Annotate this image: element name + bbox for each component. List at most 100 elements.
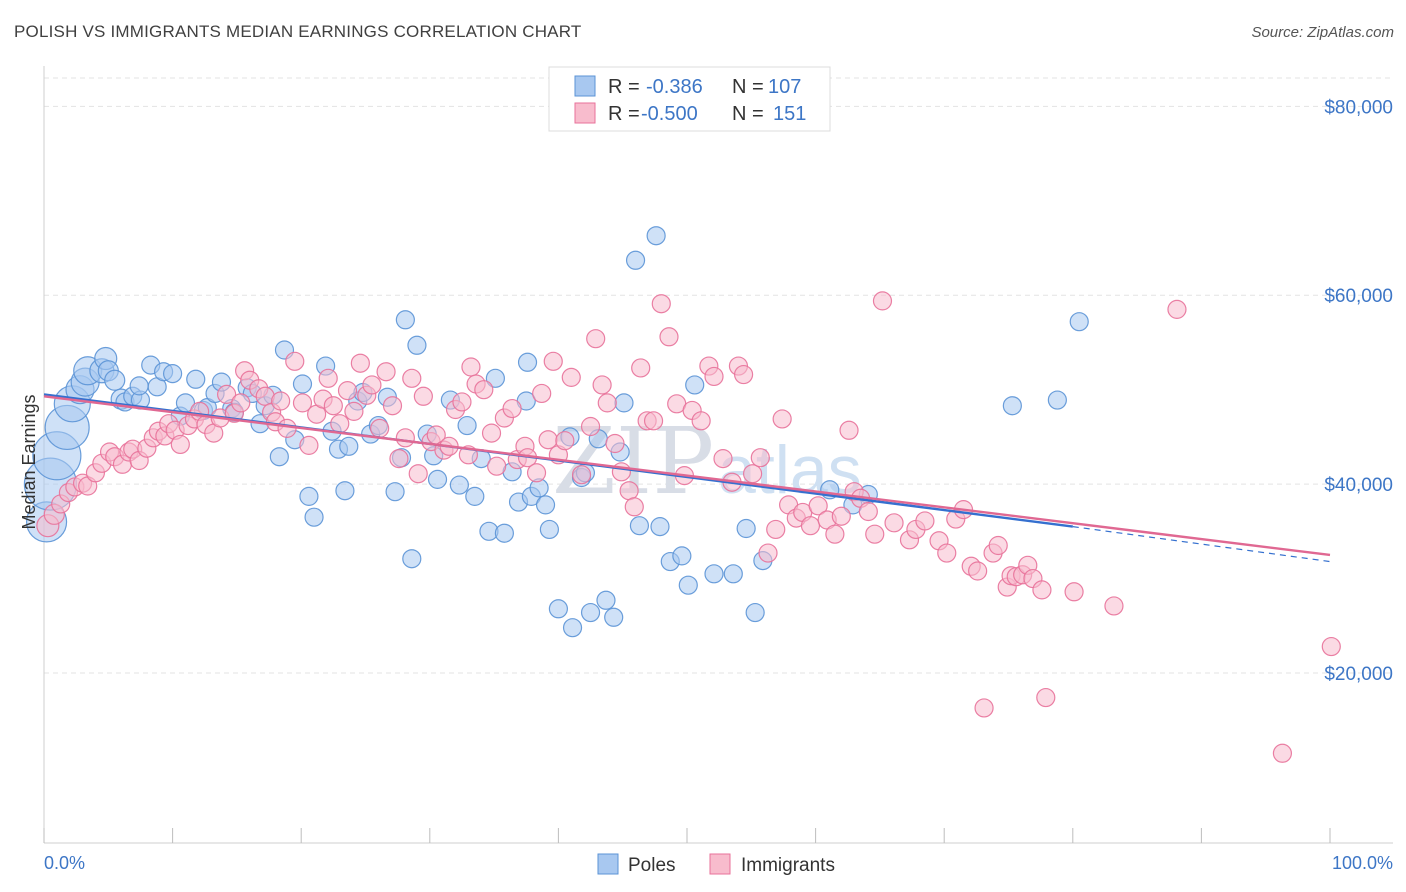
chart-title: POLISH VS IMMIGRANTS MEDIAN EARNINGS COR… xyxy=(14,22,582,41)
poles-point-11 xyxy=(104,369,126,391)
immigrants-point-92 xyxy=(624,497,644,517)
poles-point-94 xyxy=(704,564,724,584)
poles-point-38 xyxy=(292,374,313,394)
immigrants-point-79 xyxy=(538,430,558,450)
legend-n-value-1: 151 xyxy=(773,103,806,125)
immigrants-point-149 xyxy=(1104,596,1124,616)
immigrants-point-104 xyxy=(713,449,733,469)
immigrants-point-136 xyxy=(968,561,988,581)
x-tick-label-max: 100.0% xyxy=(1332,853,1393,873)
immigrants-point-73 xyxy=(502,398,522,419)
immigrants-point-111 xyxy=(766,519,786,540)
legend-box: R = -0.386 N = 107 R = -0.500 N = 151 xyxy=(548,66,831,132)
poles-point-73 xyxy=(535,495,556,515)
legend-r-value-1: -0.500 xyxy=(641,103,698,125)
bottom-legend-swatch-poles xyxy=(597,853,619,875)
poles-point-58 xyxy=(427,469,448,489)
immigrants-point-30 xyxy=(231,393,251,413)
immigrants-point-125 xyxy=(865,524,885,544)
immigrants-point-70 xyxy=(481,423,502,443)
poles-trend-extension xyxy=(1072,526,1331,563)
immigrants-point-146 xyxy=(1032,580,1052,600)
y-tick-label-1: $40,000 xyxy=(1324,475,1393,496)
immigrants-point-39 xyxy=(285,351,305,371)
poles-point-39 xyxy=(299,486,319,506)
immigrants-point-82 xyxy=(555,431,575,451)
poles-point-89 xyxy=(650,517,670,537)
immigrants-point-84 xyxy=(571,465,592,485)
poles-point-66 xyxy=(494,523,514,543)
immigrants-point-38 xyxy=(277,418,297,438)
poles-point-88 xyxy=(646,226,666,246)
poles-point-103 xyxy=(1047,390,1067,410)
immigrants-point-85 xyxy=(580,416,601,437)
poles-point-70 xyxy=(517,352,538,372)
immigrants-point-21 xyxy=(170,434,190,455)
poles-point-92 xyxy=(678,575,698,595)
y-tick-label-2: $60,000 xyxy=(1324,286,1393,307)
immigrants-point-41 xyxy=(299,435,319,455)
immigrants-point-53 xyxy=(376,362,396,382)
x-tick-label-min: 0.0% xyxy=(44,853,85,873)
immigrants-point-47 xyxy=(337,381,358,401)
legend-n-label-1: N = xyxy=(732,103,764,125)
poles-point-97 xyxy=(745,602,765,623)
poles-point-96 xyxy=(736,518,756,539)
legend-swatch-immigrants xyxy=(574,102,596,124)
immigrants-point-80 xyxy=(543,351,563,371)
poles-point-20 xyxy=(163,364,183,384)
immigrants-point-86 xyxy=(586,329,606,349)
immigrants-point-121 xyxy=(839,420,859,440)
poles-point-35 xyxy=(269,447,289,467)
immigrants-point-124 xyxy=(858,501,878,522)
immigrants-point-57 xyxy=(402,368,422,388)
poles-point-40 xyxy=(304,507,324,527)
poles-point-87 xyxy=(629,516,650,536)
poles-point-53 xyxy=(395,310,415,330)
immigrants-point-107 xyxy=(733,364,754,385)
poles-point-104 xyxy=(1069,312,1089,332)
immigrants-point-46 xyxy=(330,414,350,434)
immigrants-point-103 xyxy=(704,366,724,387)
legend-r-label-1: R = xyxy=(608,103,640,125)
immigrants-point-54 xyxy=(382,396,403,416)
immigrants-point-126 xyxy=(872,291,893,311)
immigrants-point-69 xyxy=(474,380,494,400)
poles-point-60 xyxy=(449,475,469,495)
immigrants-point-120 xyxy=(831,506,851,526)
immigrants-point-49 xyxy=(350,353,370,373)
legend-r-value-0: -0.386 xyxy=(646,76,703,98)
poles-point-51 xyxy=(385,482,405,502)
bottom-legend-label-poles: Poles xyxy=(628,855,676,876)
immigrants-point-59 xyxy=(413,386,433,406)
immigrants-point-89 xyxy=(605,433,625,454)
poles-point-55 xyxy=(407,335,427,355)
poles-point-74 xyxy=(539,519,559,540)
immigrants-point-91 xyxy=(619,481,639,501)
immigrants-point-65 xyxy=(452,392,472,412)
immigrants-point-97 xyxy=(659,327,679,347)
poles-point-16 xyxy=(129,376,149,396)
immigrants-point-55 xyxy=(389,449,409,469)
immigrants-point-67 xyxy=(461,357,481,377)
immigrants-point-132 xyxy=(937,543,957,563)
immigrants-point-58 xyxy=(408,464,428,484)
immigrants-point-51 xyxy=(362,375,382,395)
immigrants-point-87 xyxy=(592,375,612,395)
immigrants-point-130 xyxy=(915,511,935,531)
bottom-legend-label-immigrants: Immigrants xyxy=(741,855,835,876)
y-axis-label: Median Earnings xyxy=(19,394,39,529)
legend-swatch-poles xyxy=(574,75,596,97)
immigrants-point-95 xyxy=(643,411,664,431)
legend-r-label-0: R = xyxy=(608,76,640,98)
immigrants-point-96 xyxy=(651,294,671,314)
poles-point-23 xyxy=(186,369,206,389)
immigrants-point-48 xyxy=(344,401,364,421)
immigrants-point-37 xyxy=(271,391,291,411)
legend-n-label-0: N = xyxy=(732,76,764,98)
poles-point-95 xyxy=(723,564,743,584)
immigrants-point-77 xyxy=(526,463,547,483)
trend-lines xyxy=(43,393,1331,563)
immigrants-point-78 xyxy=(532,383,552,404)
